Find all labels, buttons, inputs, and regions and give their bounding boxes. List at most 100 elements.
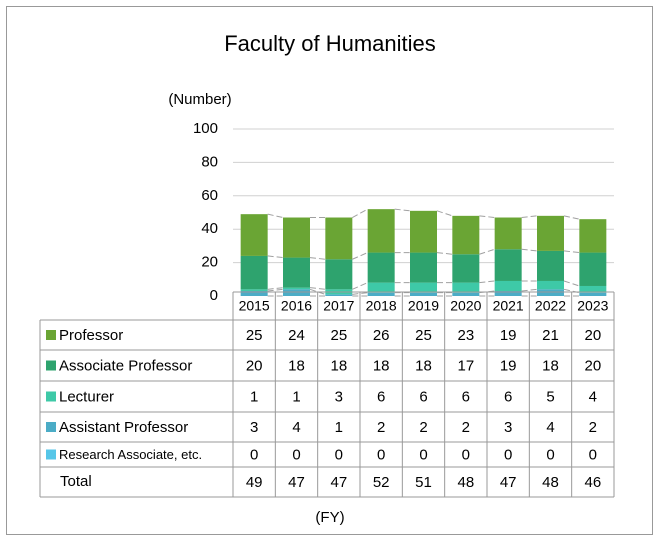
bar-segment xyxy=(537,250,564,281)
table-value: 18 xyxy=(415,357,432,374)
y-tick-label: 0 xyxy=(210,287,218,304)
bar-segment xyxy=(452,282,480,293)
table-value: 2 xyxy=(419,419,427,436)
table-value: 0 xyxy=(546,446,554,463)
bar-segment xyxy=(494,249,522,281)
series-connector xyxy=(352,282,368,290)
table-value: 18 xyxy=(542,357,559,374)
chart-title: Faculty of Humanities xyxy=(224,31,436,56)
series-connector xyxy=(479,248,495,255)
series-connector xyxy=(267,213,284,218)
bar-segment xyxy=(325,217,353,260)
x-axis-label: (FY) xyxy=(315,509,344,526)
bar-segment xyxy=(579,285,607,293)
y-tick-label: 100 xyxy=(193,120,218,137)
bar-segment xyxy=(325,294,353,296)
table-value: 5 xyxy=(546,388,554,405)
table-value: 1 xyxy=(335,419,343,436)
table-value: 1 xyxy=(250,388,258,405)
table-value: 2 xyxy=(589,419,597,436)
total-value: 51 xyxy=(415,474,432,491)
bar-segment xyxy=(410,210,437,253)
table-value: 0 xyxy=(589,446,597,463)
table-value: 0 xyxy=(504,446,512,463)
table-value: 6 xyxy=(419,388,427,405)
x-tick-label: 2015 xyxy=(239,298,270,314)
series-connector xyxy=(563,280,580,287)
series-connector xyxy=(309,288,326,295)
legend-label: Lecturer xyxy=(59,388,114,405)
total-value: 46 xyxy=(584,474,601,491)
table-value: 26 xyxy=(373,327,390,344)
bar-segment xyxy=(579,219,607,253)
table-value: 0 xyxy=(462,446,470,463)
bar-segment xyxy=(367,282,395,293)
legend-swatch xyxy=(46,391,56,402)
series-connector xyxy=(352,208,368,218)
bar-segment xyxy=(240,289,268,291)
x-tick-label: 2017 xyxy=(323,298,354,314)
table-value: 21 xyxy=(542,327,559,344)
x-tick-label: 2022 xyxy=(535,298,566,314)
bar-segment xyxy=(579,292,607,296)
y-tick-label: 80 xyxy=(201,153,218,170)
bar-segment xyxy=(494,280,522,291)
bar-segment xyxy=(537,289,564,296)
table-value: 0 xyxy=(292,446,300,463)
table-value: 4 xyxy=(292,419,300,436)
series-connector xyxy=(309,257,326,260)
table-value: 25 xyxy=(415,327,432,344)
table-value: 4 xyxy=(546,419,554,436)
y-tick-label: 20 xyxy=(201,254,218,271)
table-value: 20 xyxy=(584,327,601,344)
table-value: 20 xyxy=(246,357,263,374)
legend-label: Research Associate, etc. xyxy=(59,447,202,462)
total-label: Total xyxy=(60,473,92,490)
series-connector xyxy=(267,287,284,290)
legend-swatch xyxy=(46,422,56,432)
bar-segment xyxy=(579,252,607,286)
table-value: 6 xyxy=(504,388,512,405)
series-connector xyxy=(436,210,453,217)
bar-segment xyxy=(494,290,522,296)
bar-segment xyxy=(240,290,268,296)
bar-segment xyxy=(367,292,395,296)
table-value: 25 xyxy=(246,327,263,344)
bar-segment xyxy=(367,252,395,283)
series-connector xyxy=(521,248,538,252)
total-value: 47 xyxy=(500,474,517,491)
bar-segment xyxy=(494,217,522,250)
table-value: 2 xyxy=(377,419,385,436)
table-value: 1 xyxy=(292,388,300,405)
bar-segment xyxy=(452,254,480,283)
table-value: 4 xyxy=(589,388,597,405)
x-tick-label: 2021 xyxy=(493,298,524,314)
bar-segment xyxy=(452,215,480,255)
x-tick-label: 2016 xyxy=(281,298,312,314)
x-tick-label: 2020 xyxy=(450,298,481,314)
table-value: 19 xyxy=(500,357,517,374)
table-value: 0 xyxy=(335,446,343,463)
legend-label: Assistant Professor xyxy=(59,419,188,436)
series-connector xyxy=(352,252,368,260)
total-value: 52 xyxy=(373,474,390,491)
table-value: 2 xyxy=(462,419,470,436)
legend-swatch xyxy=(46,330,56,340)
table-value: 0 xyxy=(250,446,258,463)
table-value: 18 xyxy=(330,357,347,374)
total-value: 48 xyxy=(457,474,474,491)
table-value: 18 xyxy=(288,357,305,374)
bar-segment xyxy=(537,280,564,290)
series-connector xyxy=(394,208,411,212)
x-tick-label: 2018 xyxy=(366,298,397,314)
table-value: 6 xyxy=(377,388,385,405)
bar-segment xyxy=(410,252,437,283)
bar-segment xyxy=(283,257,310,288)
table-value: 3 xyxy=(250,419,258,436)
bar-segment xyxy=(537,215,564,251)
x-tick-label: 2019 xyxy=(408,298,439,314)
total-value: 47 xyxy=(330,474,347,491)
series-connector xyxy=(267,288,284,292)
table-value: 3 xyxy=(504,419,512,436)
series-connector xyxy=(309,287,326,290)
